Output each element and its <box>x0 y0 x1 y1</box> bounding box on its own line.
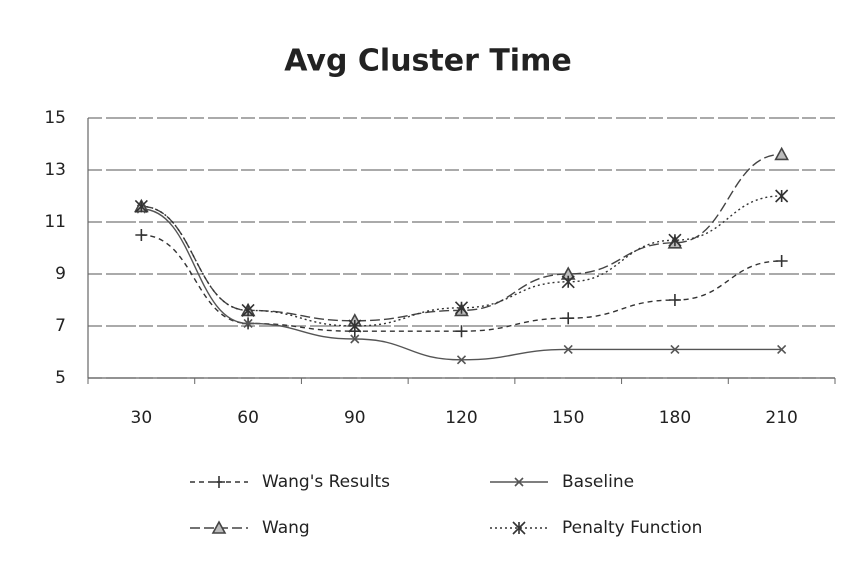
marker <box>243 318 253 328</box>
x-tick-label: 210 <box>765 408 797 428</box>
marker <box>561 275 575 289</box>
x-tick-label: 150 <box>552 408 584 428</box>
legend-label: Penalty Function <box>562 518 702 538</box>
marker <box>213 476 225 488</box>
y-tick-label: 11 <box>44 212 66 232</box>
x-tick-label: 180 <box>659 408 691 428</box>
y-tick-label: 13 <box>44 160 66 180</box>
series-line <box>141 234 782 332</box>
marker <box>774 146 789 161</box>
marker <box>775 255 788 267</box>
marker <box>241 303 255 317</box>
marker <box>563 344 573 354</box>
series-line <box>141 153 782 322</box>
marker <box>348 319 362 333</box>
y-tick-label: 9 <box>55 264 66 284</box>
marker <box>562 312 575 325</box>
x-tick-label: 90 <box>344 408 366 428</box>
legend-label: Wang's Results <box>262 472 390 492</box>
legend-label: Baseline <box>562 472 634 492</box>
y-tick-label: 15 <box>44 108 66 128</box>
marker <box>211 520 227 534</box>
marker <box>514 477 524 487</box>
chart-title: Avg Cluster Time <box>284 44 571 79</box>
y-tick-label: 7 <box>55 316 66 336</box>
marker <box>775 189 789 203</box>
series-line <box>141 195 782 327</box>
marker <box>668 294 681 306</box>
marker <box>455 325 468 338</box>
x-tick-label: 60 <box>237 408 259 428</box>
marker <box>512 521 526 535</box>
marker <box>670 344 680 354</box>
x-tick-label: 30 <box>131 408 153 428</box>
marker <box>350 334 360 344</box>
legend-label: Wang <box>262 518 310 538</box>
marker <box>135 229 148 241</box>
marker <box>668 233 682 247</box>
marker <box>777 344 787 354</box>
y-tick-label: 5 <box>55 368 66 388</box>
marker <box>134 199 148 213</box>
x-tick-label: 120 <box>445 408 477 428</box>
marker <box>456 355 467 365</box>
marker <box>454 301 469 315</box>
